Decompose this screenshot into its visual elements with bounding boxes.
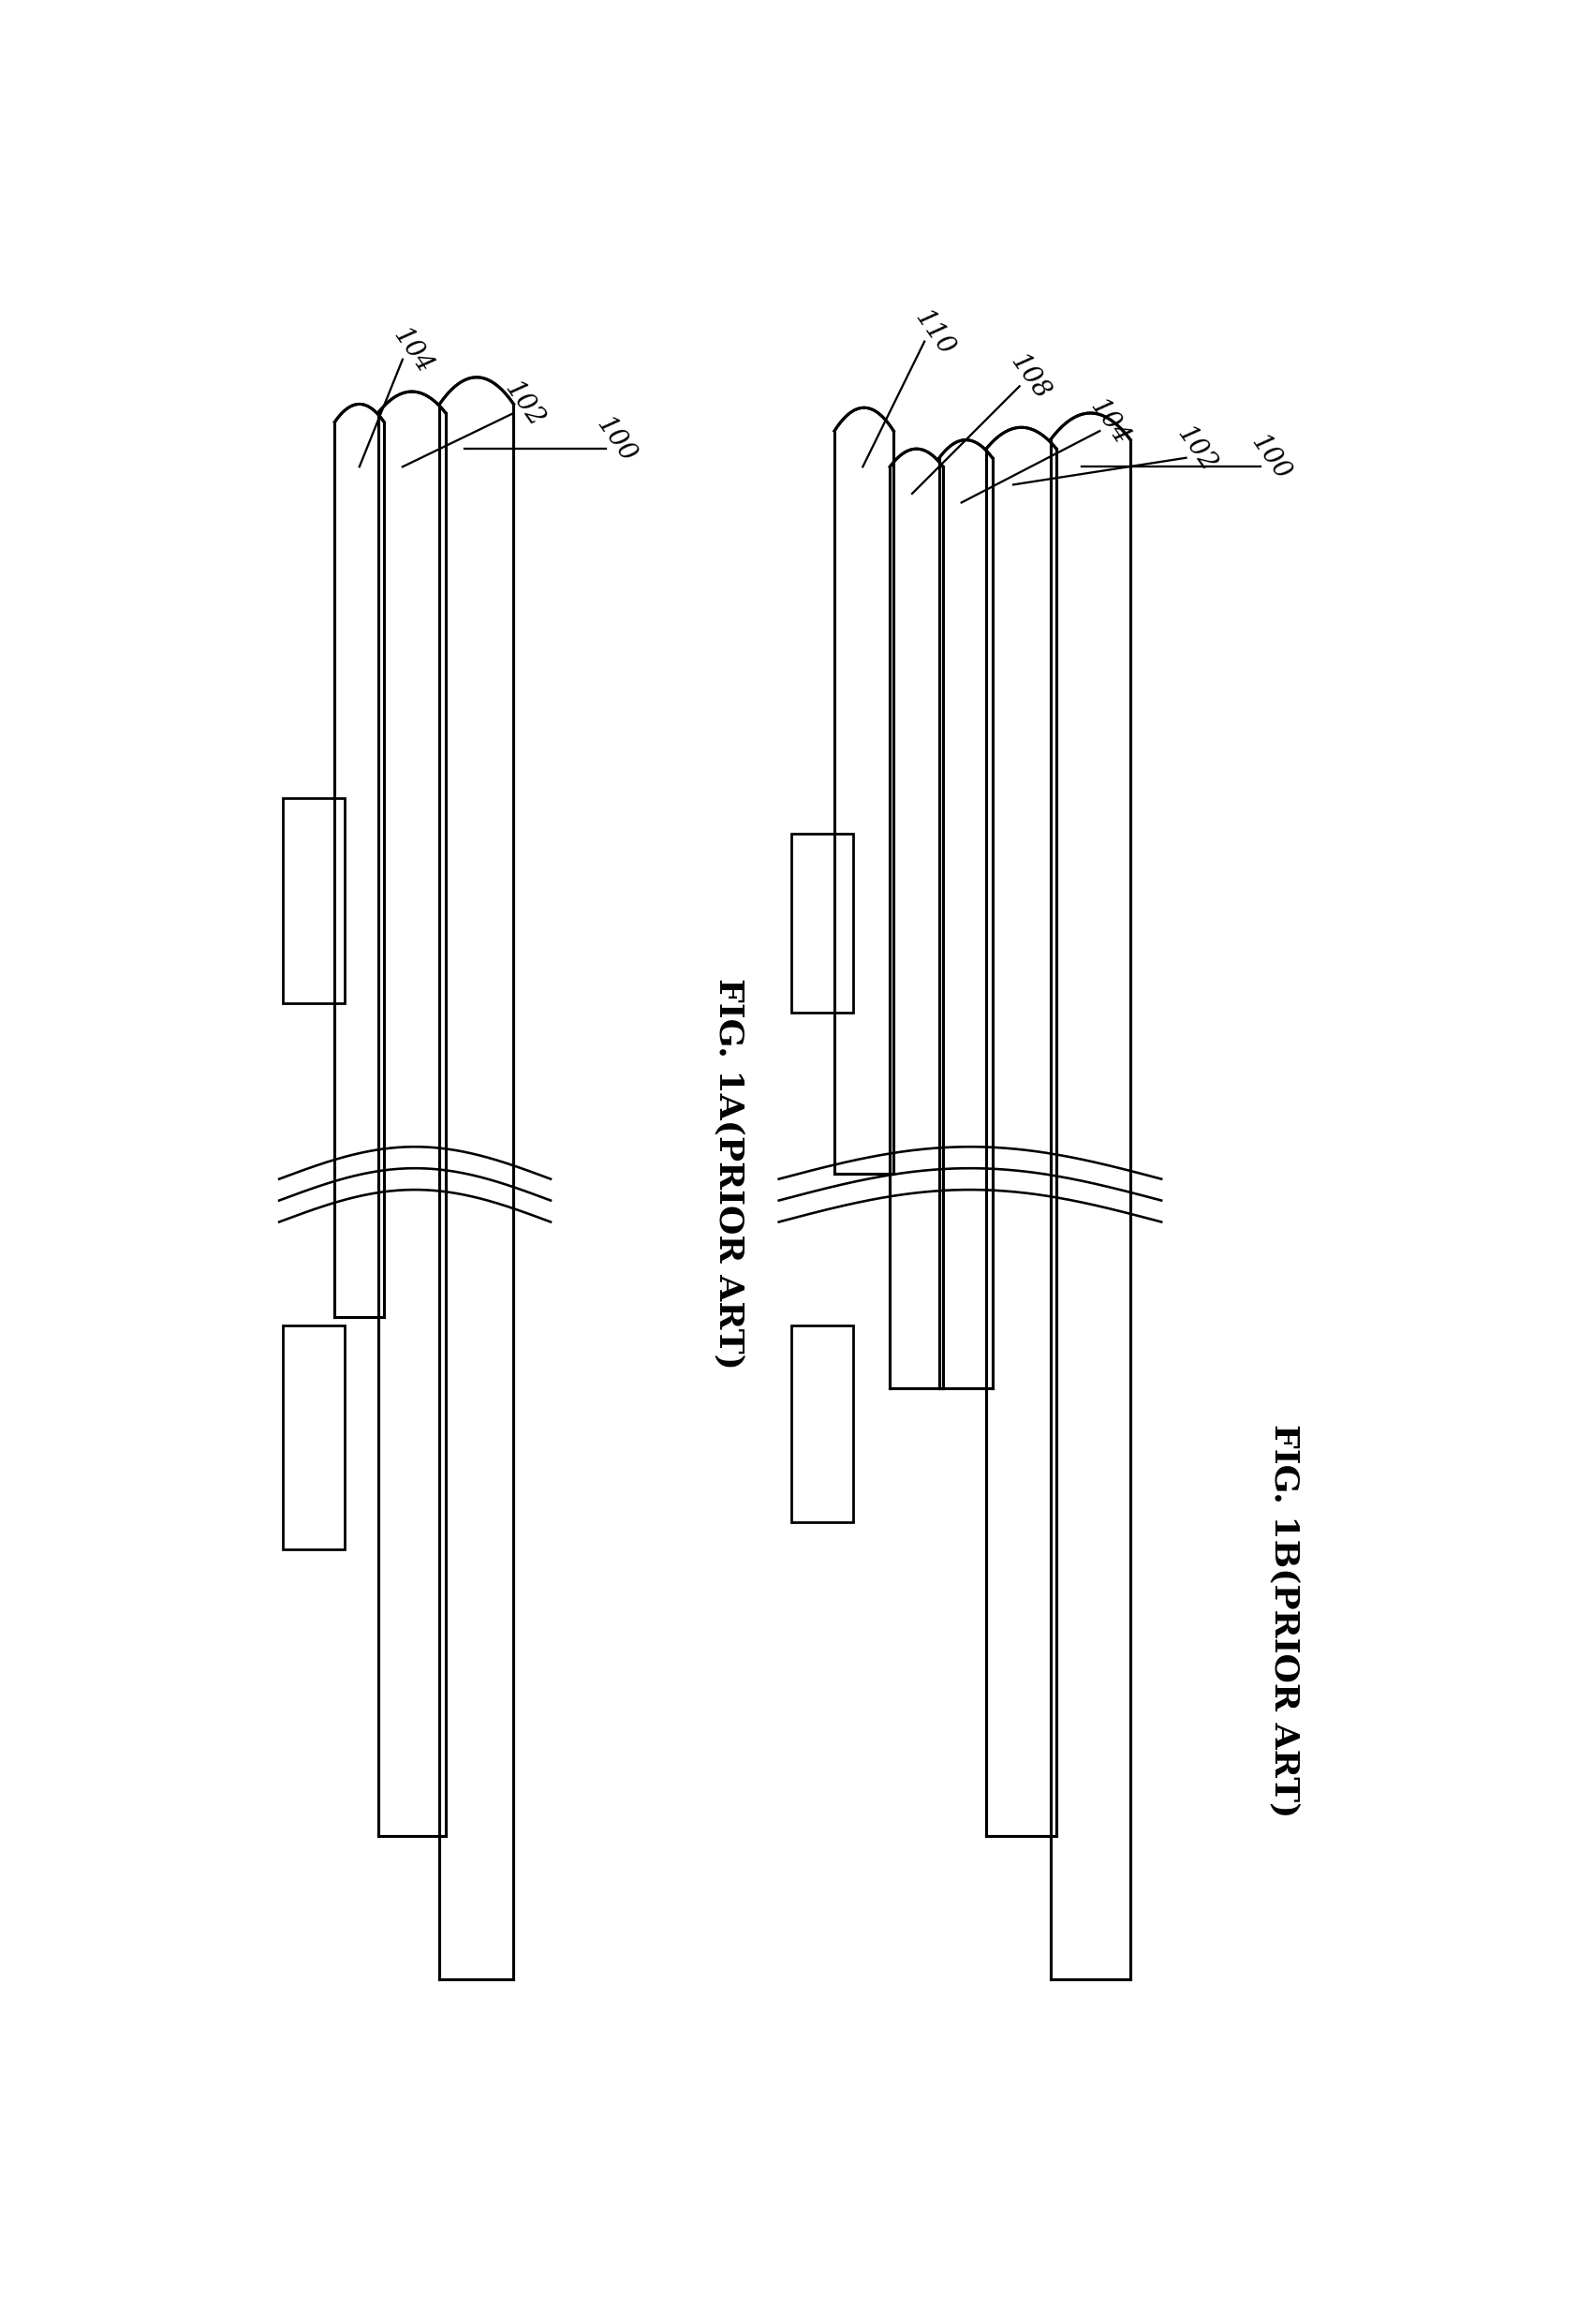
Polygon shape [985,428,1057,1836]
Polygon shape [939,439,992,1387]
Text: 100: 100 [1245,430,1294,486]
Polygon shape [890,449,942,1387]
Polygon shape [334,404,384,1318]
Polygon shape [377,393,446,1836]
Polygon shape [834,407,893,1174]
Text: 100: 100 [592,411,640,467]
Text: 102: 102 [1172,421,1221,476]
Text: FIG. 1A(PRIOR ART): FIG. 1A(PRIOR ART) [713,978,745,1369]
Text: 104: 104 [1086,395,1134,449]
Text: 108: 108 [1005,351,1054,404]
Text: 102: 102 [498,376,548,432]
Bar [283,1325,344,1550]
Bar [791,834,853,1013]
Polygon shape [1051,414,1130,1980]
Text: 104: 104 [388,323,436,379]
Polygon shape [439,376,514,1980]
Text: 110: 110 [909,304,958,360]
Bar [283,797,344,1004]
Text: FIG. 1B(PRIOR ART): FIG. 1B(PRIOR ART) [1269,1425,1301,1817]
Bar [791,1325,853,1522]
